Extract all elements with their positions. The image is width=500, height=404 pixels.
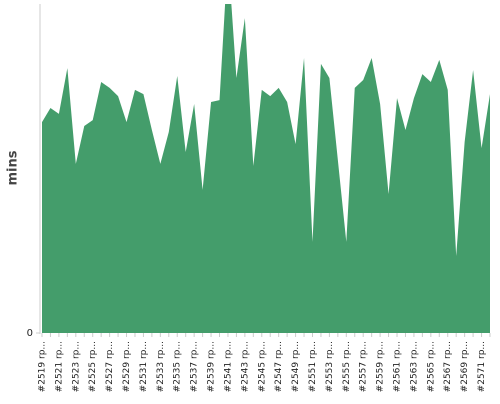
x-tick-label: #2519 rp...: [38, 341, 48, 392]
x-tick-label: #2541 rp...: [223, 341, 233, 392]
x-tick-label: #2561 rp...: [393, 341, 403, 392]
x-tick-label: #2545 rp...: [257, 341, 267, 392]
x-tick-label: #2527 rp...: [105, 341, 115, 392]
x-tick-label: #2525 rp...: [88, 341, 98, 392]
x-tick-label: #2521 rp...: [54, 341, 64, 392]
x-tick-label: #2529 rp...: [122, 341, 132, 392]
x-tick-label: #2551 rp...: [308, 341, 318, 392]
x-tick-label: #2523 rp...: [71, 341, 81, 392]
x-tick-label: #2549 rp...: [291, 341, 301, 392]
y-axis-label: mins: [6, 150, 21, 185]
x-tick-label: #2557 rp...: [359, 341, 369, 392]
x-tick-label: #2555 rp...: [342, 341, 352, 392]
x-tick-label: #2531 rp...: [139, 341, 149, 392]
x-tick-label: #2553 rp...: [325, 341, 335, 392]
x-tick-label: #2547 rp...: [274, 341, 284, 392]
y-tick-label: 0: [27, 328, 33, 339]
x-tick-label: #2563 rp...: [409, 341, 419, 392]
x-tick-label: #2535 rp...: [173, 341, 183, 392]
x-tick-label: #2533 rp...: [156, 341, 166, 392]
area: [42, 4, 490, 333]
x-tick-label: #2565 rp...: [426, 341, 436, 392]
x-tick-label: #2559 rp...: [376, 341, 386, 392]
x-tick-label: #2571 rp...: [477, 341, 487, 392]
x-tick-label: #2569 rp...: [460, 341, 470, 392]
x-tick-label: #2543 rp...: [240, 341, 250, 392]
x-tick-label: #2567 rp...: [443, 341, 453, 392]
x-tick-label: #2537 rp...: [190, 341, 200, 392]
x-tick-label: #2539 rp...: [207, 341, 217, 392]
